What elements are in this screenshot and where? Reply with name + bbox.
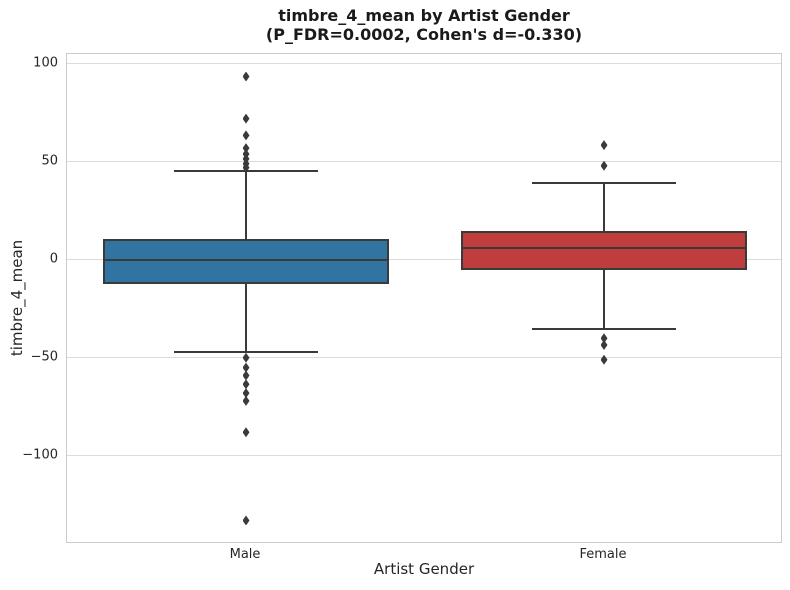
y-tick-label: −50 bbox=[30, 349, 58, 365]
boxplot-male bbox=[67, 54, 781, 542]
outlier-marker bbox=[242, 143, 250, 154]
gridline-y-0 bbox=[67, 259, 781, 261]
whisker-upper-cap bbox=[532, 182, 676, 185]
chart-title-line2: (P_FDR=0.0002, Cohen's d=-0.330) bbox=[265, 25, 583, 45]
outlier-marker bbox=[600, 160, 608, 171]
gridline-y-50 bbox=[67, 161, 781, 163]
whisker-lower-cap bbox=[174, 350, 318, 353]
outlier-marker bbox=[242, 379, 250, 390]
x-axis-label: Artist Gender bbox=[373, 560, 475, 578]
whisker-lower-cap bbox=[532, 328, 676, 331]
y-tick-label: 0 bbox=[49, 251, 58, 267]
x-tick-label-male: Male bbox=[229, 547, 261, 562]
gridline-y-100 bbox=[67, 63, 781, 65]
whisker-lower-line bbox=[245, 284, 247, 352]
iqr-box-female bbox=[460, 231, 748, 270]
outlier-marker bbox=[242, 370, 250, 381]
y-tick-label: 50 bbox=[41, 153, 58, 169]
outlier-marker bbox=[242, 113, 250, 124]
outlier-marker bbox=[242, 362, 250, 373]
outlier-marker bbox=[242, 388, 250, 399]
whisker-lower-line bbox=[603, 269, 605, 330]
chart-title-line1: timbre_4_mean by Artist Gender bbox=[278, 6, 570, 25]
x-tick-label-female: Female bbox=[579, 547, 627, 562]
outlier-marker bbox=[242, 130, 250, 141]
outlier-marker bbox=[600, 340, 608, 351]
outlier-marker bbox=[242, 352, 250, 363]
whisker-upper-line bbox=[603, 183, 605, 232]
median-line-male bbox=[102, 258, 390, 261]
median-line-female bbox=[460, 247, 748, 250]
y-tick-label: −100 bbox=[22, 447, 58, 463]
outlier-marker bbox=[242, 71, 250, 82]
iqr-box-male bbox=[102, 239, 390, 285]
outlier-marker bbox=[600, 354, 608, 365]
outlier-marker bbox=[600, 140, 608, 151]
gridline-y--100 bbox=[67, 455, 781, 457]
gridline-y--50 bbox=[67, 357, 781, 359]
boxplot-female bbox=[67, 54, 781, 542]
y-tick-label: 100 bbox=[33, 55, 58, 71]
whisker-upper-line bbox=[245, 170, 247, 240]
outlier-marker bbox=[242, 515, 250, 526]
chart-title: timbre_4_mean by Artist Gender (P_FDR=0.… bbox=[66, 6, 782, 44]
outlier-marker bbox=[600, 333, 608, 344]
outlier-marker bbox=[242, 162, 250, 173]
outlier-marker bbox=[242, 427, 250, 438]
outlier-marker bbox=[242, 395, 250, 406]
plot-area bbox=[66, 53, 782, 543]
